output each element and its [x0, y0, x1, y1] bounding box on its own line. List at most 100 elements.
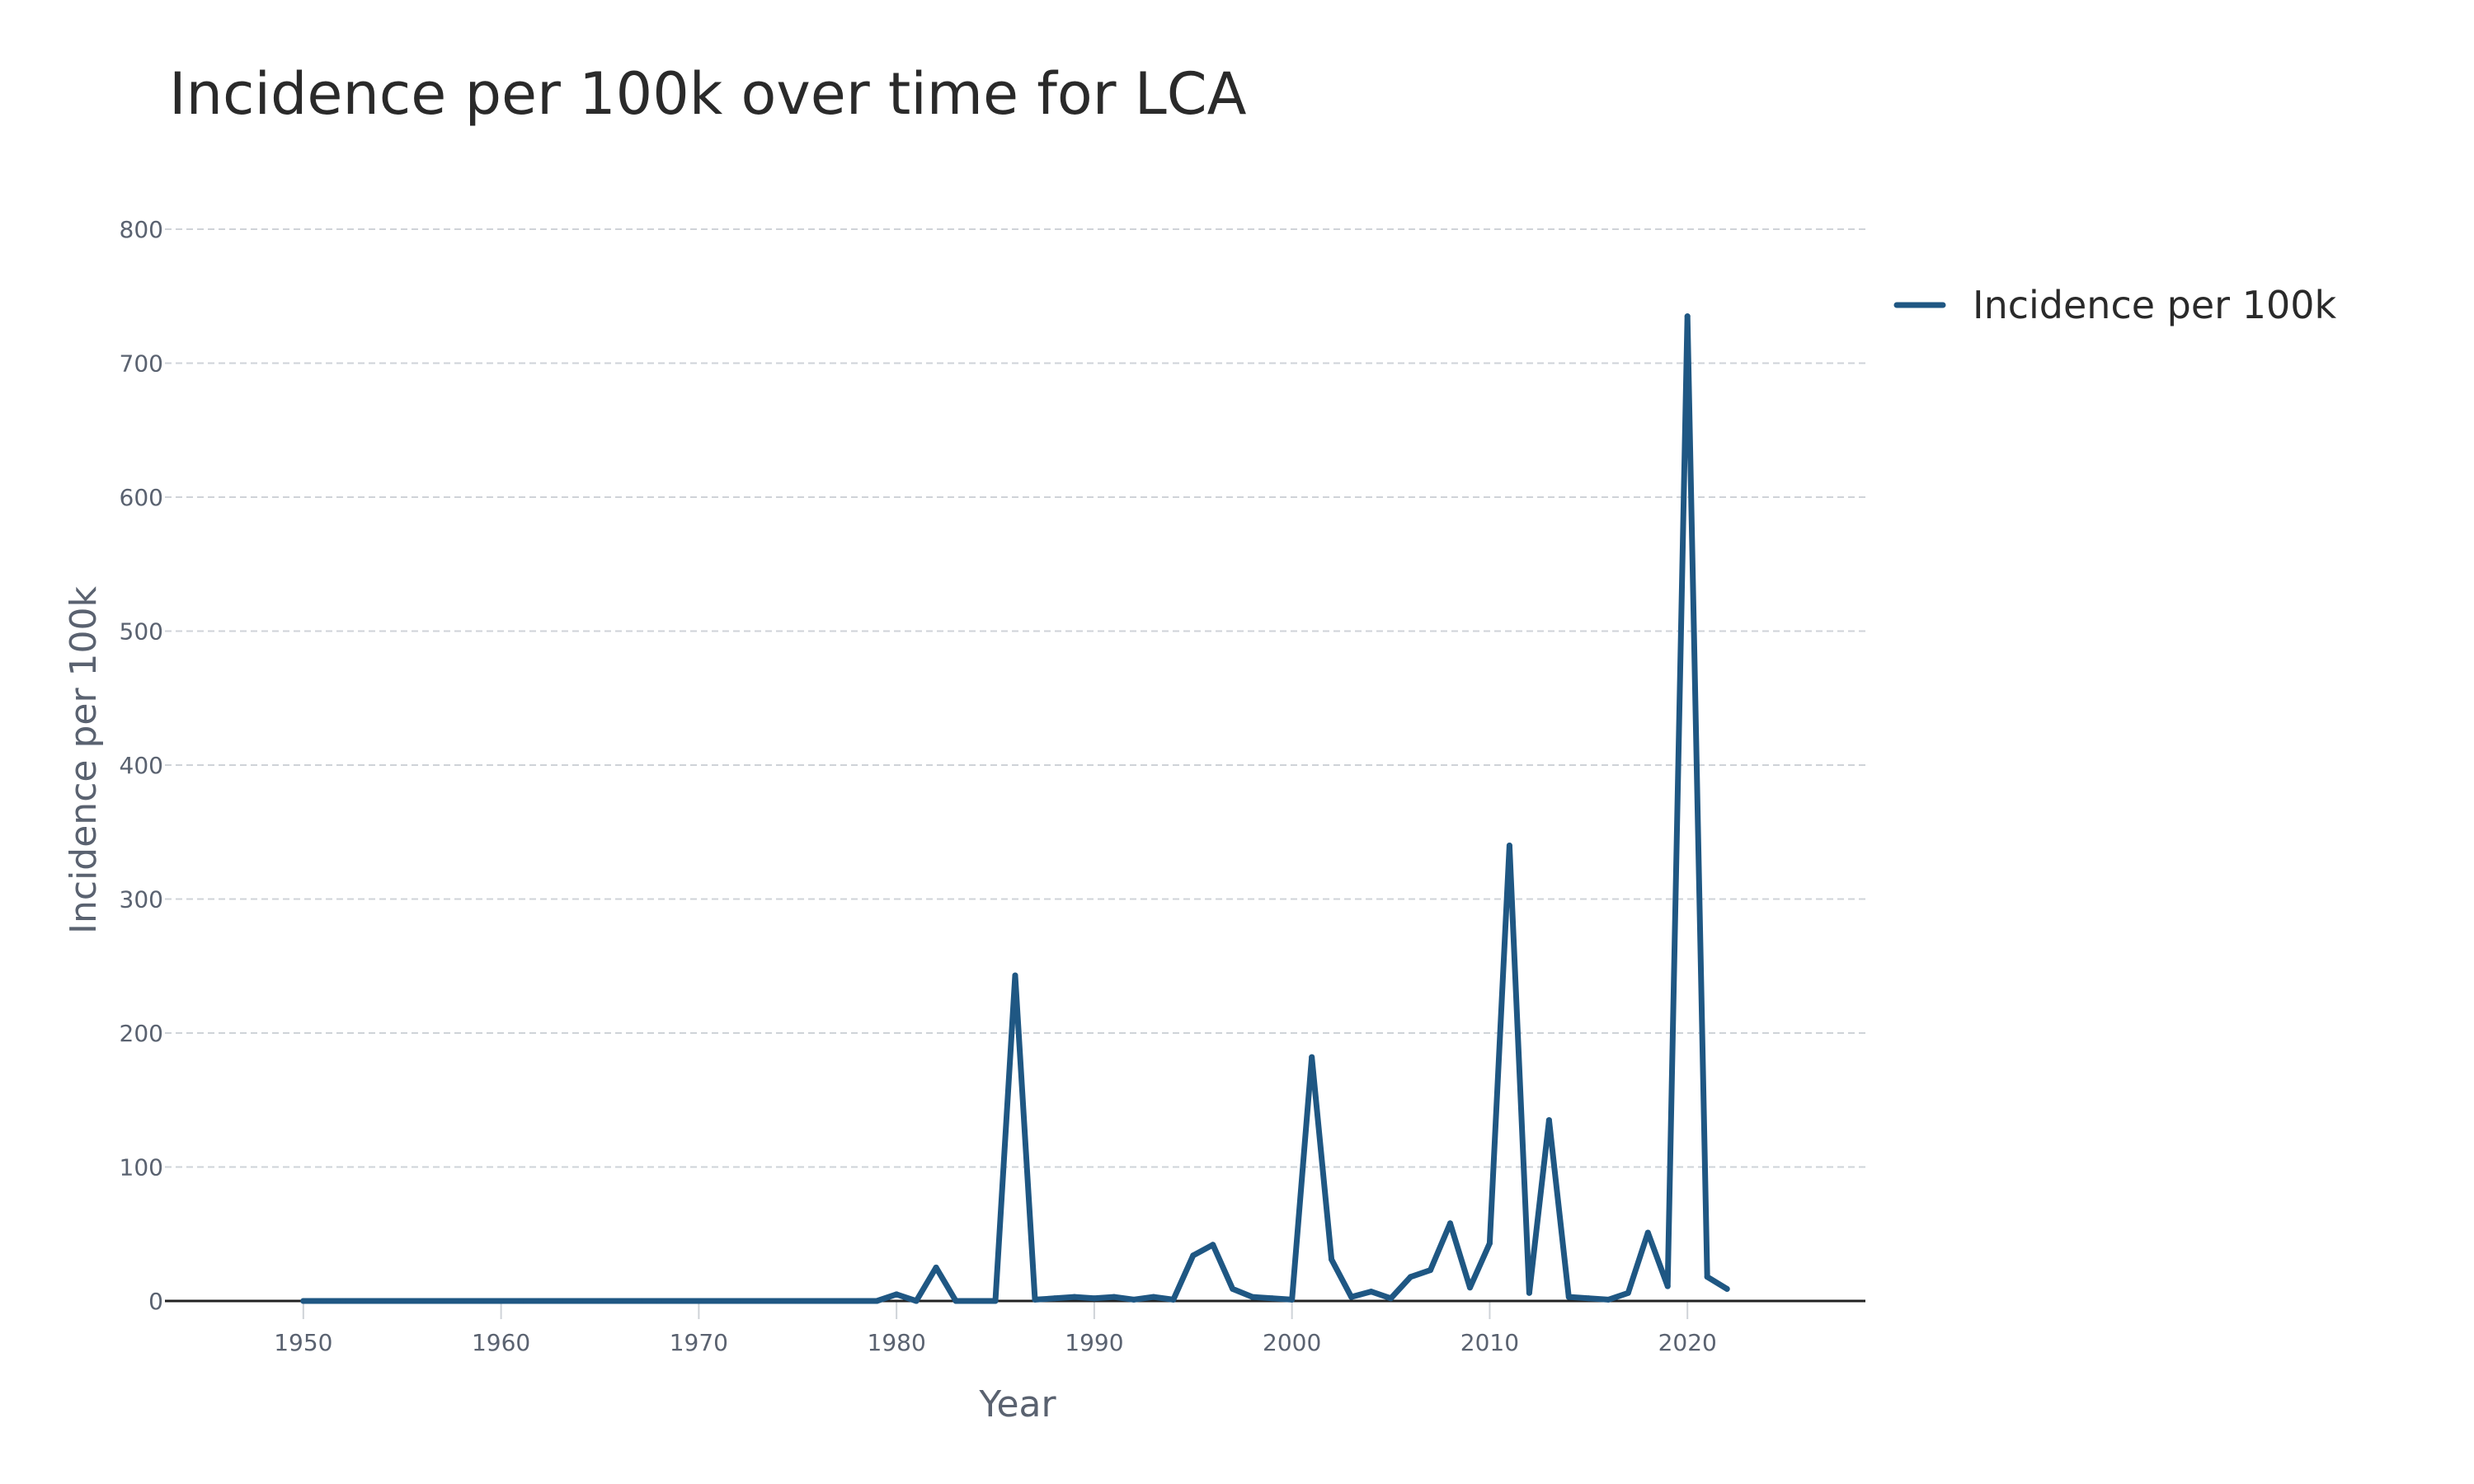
x-tick-label: 1990 [1065, 1329, 1123, 1356]
data-point[interactable] [695, 1298, 702, 1304]
data-point[interactable] [1091, 1295, 1098, 1302]
data-point[interactable] [656, 1298, 662, 1304]
data-point[interactable] [1486, 1240, 1493, 1247]
data-point[interactable] [675, 1298, 682, 1304]
data-point[interactable] [834, 1298, 840, 1304]
data-point[interactable] [1150, 1294, 1157, 1300]
x-tick-label: 2010 [1460, 1329, 1519, 1356]
x-tick-label: 1960 [472, 1329, 530, 1356]
data-point[interactable] [419, 1298, 426, 1304]
data-point[interactable] [1071, 1294, 1078, 1300]
data-point[interactable] [992, 1298, 999, 1304]
data-point[interactable] [1446, 1220, 1453, 1227]
data-point[interactable] [1506, 843, 1512, 848]
data-point[interactable] [1664, 1283, 1671, 1289]
data-point[interactable] [596, 1298, 603, 1304]
data-point[interactable] [439, 1298, 445, 1304]
data-point[interactable] [399, 1298, 406, 1304]
data-point[interactable] [616, 1298, 623, 1304]
x-tick-label: 1970 [670, 1329, 728, 1356]
x-tick-label: 1950 [274, 1329, 332, 1356]
data-point[interactable] [1329, 1256, 1335, 1263]
data-point[interactable] [794, 1298, 801, 1304]
data-point[interactable] [1644, 1229, 1651, 1236]
data-point[interactable] [1309, 1054, 1315, 1060]
data-point[interactable] [300, 1298, 307, 1304]
data-point[interactable] [557, 1298, 564, 1304]
data-point[interactable] [1466, 1284, 1473, 1291]
data-point[interactable] [1684, 313, 1691, 320]
data-point[interactable] [735, 1298, 741, 1304]
data-point[interactable] [715, 1298, 722, 1304]
x-tick-label: 2000 [1263, 1329, 1321, 1356]
data-point[interactable] [577, 1298, 584, 1304]
data-point[interactable] [1348, 1294, 1355, 1300]
data-point[interactable] [498, 1298, 505, 1304]
data-point[interactable] [1012, 972, 1018, 979]
data-point[interactable] [1625, 1289, 1631, 1296]
y-tick-label: 500 [120, 618, 163, 646]
data-point[interactable] [1368, 1289, 1375, 1295]
data-point[interactable] [814, 1298, 821, 1304]
data-point[interactable] [1210, 1242, 1216, 1248]
data-point[interactable] [538, 1298, 544, 1304]
data-point[interactable] [893, 1291, 900, 1298]
y-tick-label: 700 [120, 350, 163, 378]
data-point[interactable] [873, 1298, 880, 1304]
data-point[interactable] [1585, 1295, 1592, 1302]
x-axis-title: Year [978, 1383, 1056, 1425]
x-axis-ticks: 1950 1960 1970 1980 1990 2000 2010 2020 [274, 1301, 1717, 1356]
data-point[interactable] [1190, 1252, 1197, 1259]
data-point[interactable] [933, 1264, 939, 1270]
y-tick-label: 600 [120, 484, 163, 511]
data-point[interactable] [1131, 1296, 1137, 1303]
data-point[interactable] [379, 1298, 386, 1304]
data-point[interactable] [774, 1298, 781, 1304]
legend-label: Incidence per 100k [1973, 283, 2336, 327]
data-point[interactable] [972, 1298, 979, 1304]
data-point[interactable] [1545, 1117, 1552, 1124]
data-point[interactable] [1249, 1294, 1256, 1300]
data-point[interactable] [1289, 1296, 1296, 1303]
y-tick-label: 300 [120, 886, 163, 913]
data-point[interactable] [1051, 1295, 1058, 1302]
y-tick-label: 400 [120, 752, 163, 779]
y-axis-ticks: 0 100 200 300 400 500 600 700 800 [120, 216, 163, 1315]
data-point[interactable] [636, 1298, 642, 1304]
data-point[interactable] [1230, 1285, 1236, 1292]
data-point[interactable] [1170, 1296, 1177, 1303]
chart-title: Incidence per 100k over time for LCA [169, 60, 1247, 128]
data-point[interactable] [360, 1298, 366, 1304]
data-point[interactable] [320, 1298, 327, 1304]
data-point[interactable] [1704, 1274, 1710, 1280]
y-axis-title: Incidence per 100k [63, 586, 105, 934]
data-point[interactable] [459, 1298, 465, 1304]
data-point[interactable] [1388, 1295, 1395, 1302]
x-tick-label: 2020 [1658, 1329, 1717, 1356]
series-line[interactable] [300, 313, 1730, 1304]
data-point[interactable] [1427, 1267, 1434, 1274]
data-point[interactable] [1269, 1295, 1276, 1302]
legend[interactable]: Incidence per 100k [1893, 283, 2336, 327]
data-point[interactable] [854, 1298, 860, 1304]
data-point[interactable] [1408, 1274, 1414, 1280]
data-point[interactable] [913, 1298, 920, 1304]
y-gridlines [165, 228, 1865, 1168]
y-tick-label: 200 [120, 1020, 163, 1047]
data-point[interactable] [1605, 1296, 1611, 1303]
data-point[interactable] [1032, 1296, 1038, 1303]
data-point[interactable] [478, 1298, 485, 1304]
y-tick-label: 100 [120, 1154, 163, 1181]
data-point[interactable] [340, 1298, 346, 1304]
data-point[interactable] [1526, 1289, 1532, 1296]
y-tick-label: 800 [120, 216, 163, 243]
y-tick-label: 0 [148, 1288, 163, 1315]
data-point[interactable] [1724, 1285, 1730, 1292]
data-point[interactable] [1111, 1294, 1117, 1300]
data-point[interactable] [755, 1298, 761, 1304]
x-tick-label: 1980 [868, 1329, 926, 1356]
data-point[interactable] [518, 1298, 524, 1304]
data-point[interactable] [1565, 1294, 1572, 1300]
data-point[interactable] [952, 1298, 959, 1304]
